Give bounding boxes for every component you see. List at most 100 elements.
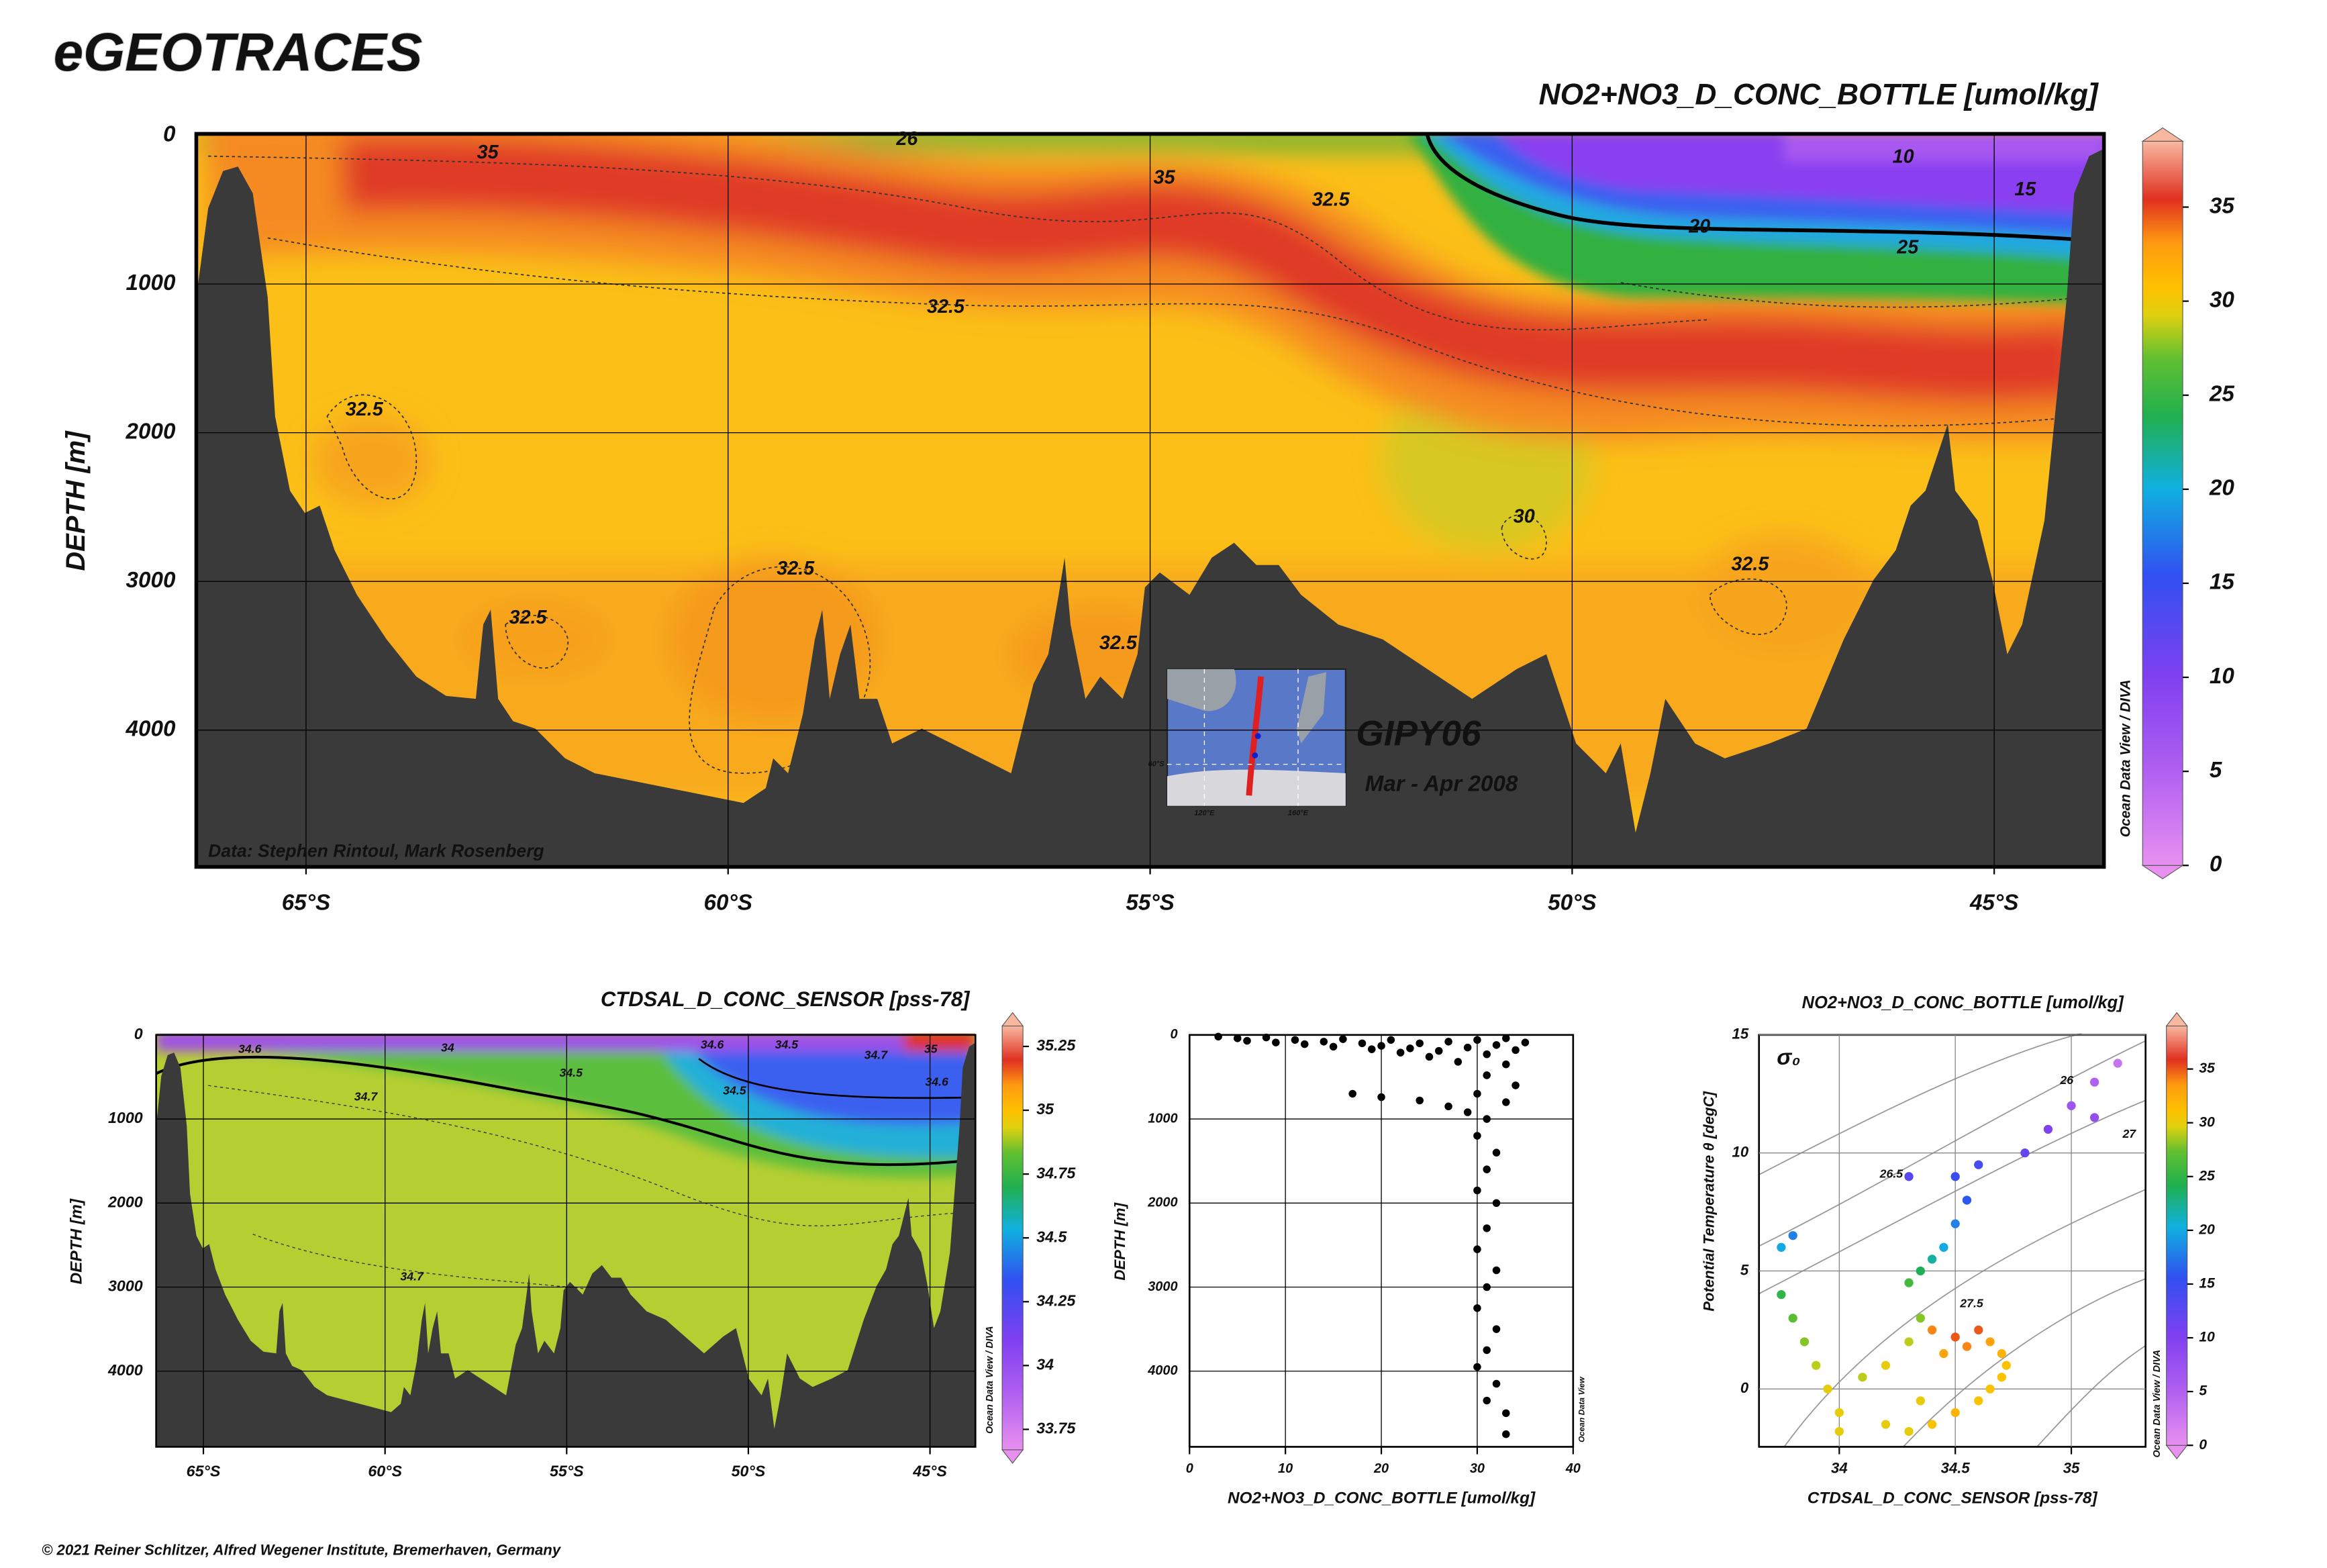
colorbar-tick-label: 30 [2210,287,2234,312]
contour-label: 25 [1896,237,1919,258]
colorbar [1001,1025,1024,1451]
data-point [1367,1045,1376,1053]
colorbar-tick-label: 35.25 [1036,1036,1076,1054]
y-tick-label: 0 [163,121,176,146]
data-point [1483,1165,1491,1173]
contour-label: 32.5 [509,607,547,628]
data-point [1788,1231,1797,1240]
data-point [1974,1160,1983,1169]
colorbar-tick-label: 35 [2210,193,2234,218]
data-point [1962,1195,1972,1205]
data-point [1777,1242,1786,1252]
contour-label: 32.5 [1099,632,1138,654]
data-point [1997,1373,2006,1382]
colorbar-tick-label: 35 [1036,1100,1054,1118]
data-point [1348,1089,1356,1098]
contour-label: 34 [441,1040,454,1054]
y-tick-label: 3000 [108,1277,143,1295]
x-tick-label: 65°S [187,1462,221,1479]
colorbar-tick-label: 25 [2209,382,2234,407]
contour-label: 15 [2014,179,2036,200]
data-point [1444,1102,1452,1111]
data-point [1974,1396,1983,1406]
data-point [1358,1039,1367,1048]
map-label: 120°E [1194,810,1215,818]
data-point [1502,1409,1510,1418]
section-field [196,134,2104,867]
x-tick-label: 55°S [1126,891,1174,916]
contour-label: 34.5 [723,1084,747,1097]
data-point [1962,1342,1972,1351]
data-point [1834,1426,1844,1436]
data-point [1320,1038,1328,1046]
isopycnals [1759,1033,2146,1447]
isopycnal-label: 26 [2059,1073,2073,1087]
data-point [1377,1093,1385,1101]
contour-label: 34.5 [775,1038,799,1051]
chart-title: NO2+NO3_D_CONC_BOTTLE [umol/kg] [1802,993,2125,1012]
contour-label: 32.5 [346,399,384,420]
colorbar-tick-label: 35 [2199,1061,2215,1076]
colorbar [2166,1025,2188,1446]
data-point [1502,1034,1510,1042]
data-point [1788,1314,1797,1323]
data-point [1904,1337,1914,1346]
data-point [1502,1060,1510,1069]
data-point [1483,1224,1491,1232]
contour-label: 35 [924,1042,938,1056]
data-point [1473,1186,1481,1195]
contour-label: 10 [1893,146,1914,167]
section-field [156,1033,976,1447]
data-point [1502,1098,1510,1106]
data-point [1492,1041,1501,1049]
y-tick-label: 1000 [1148,1111,1177,1126]
data-point [1834,1408,1844,1418]
y-tick-label: 4000 [126,716,176,741]
data-point [1272,1038,1280,1046]
x-tick-label: 45°S [912,1462,947,1479]
data-point [1339,1035,1347,1043]
contour-label: 32.5 [777,558,815,579]
data-point [1950,1172,1960,1181]
colorbar-tick-label: 34.25 [1036,1291,1076,1309]
data-point [1904,1426,1914,1436]
y-tick-label: 3000 [126,568,176,593]
data-point [1483,1396,1491,1405]
x-tick-label: 40 [1565,1461,1581,1476]
data-point [1927,1420,1937,1429]
data-point [1512,1081,1520,1089]
data-point [1777,1289,1786,1300]
data-point [1425,1052,1434,1061]
map-label: 60°S [1148,761,1165,769]
data-point [1881,1420,1891,1429]
data-point [1463,1108,1472,1116]
data-point [1473,1089,1481,1098]
data-point [1483,1115,1491,1123]
x-tick-label: 0 [1186,1461,1193,1476]
y-tick-label: 0 [1740,1379,1749,1396]
data-point [2043,1124,2053,1134]
colorbar-tick-label: 33.75 [1036,1420,1076,1437]
data-point [1291,1036,1299,1044]
contour-label: 20 [1688,216,1710,238]
data-point [1950,1219,1960,1228]
data-point [2067,1101,2076,1110]
x-tick-label: 34.5 [1941,1460,1971,1477]
data-credit: Data: Stephen Rintoul, Mark Rosenberg [208,840,544,861]
data-point [1483,1071,1491,1079]
x-tick-label: 60°S [704,891,752,916]
colorbar-cap [1001,1449,1024,1464]
data-point [1974,1325,1983,1335]
x-tick-label: 35 [2063,1460,2080,1477]
y-tick-label: 2000 [107,1193,143,1210]
colorbar-tick-label: 10 [2199,1330,2215,1345]
colorbar-tick-label: 5 [2199,1383,2207,1399]
data-point [1916,1266,1925,1276]
cruise-name: GIPY06 [1356,714,1481,754]
y-tick-label: 1000 [126,271,176,295]
inset-map [1166,668,1346,807]
data-point [1950,1408,1960,1418]
data-point [1858,1373,1867,1382]
colorbar-tick-label: 10 [2210,664,2234,689]
